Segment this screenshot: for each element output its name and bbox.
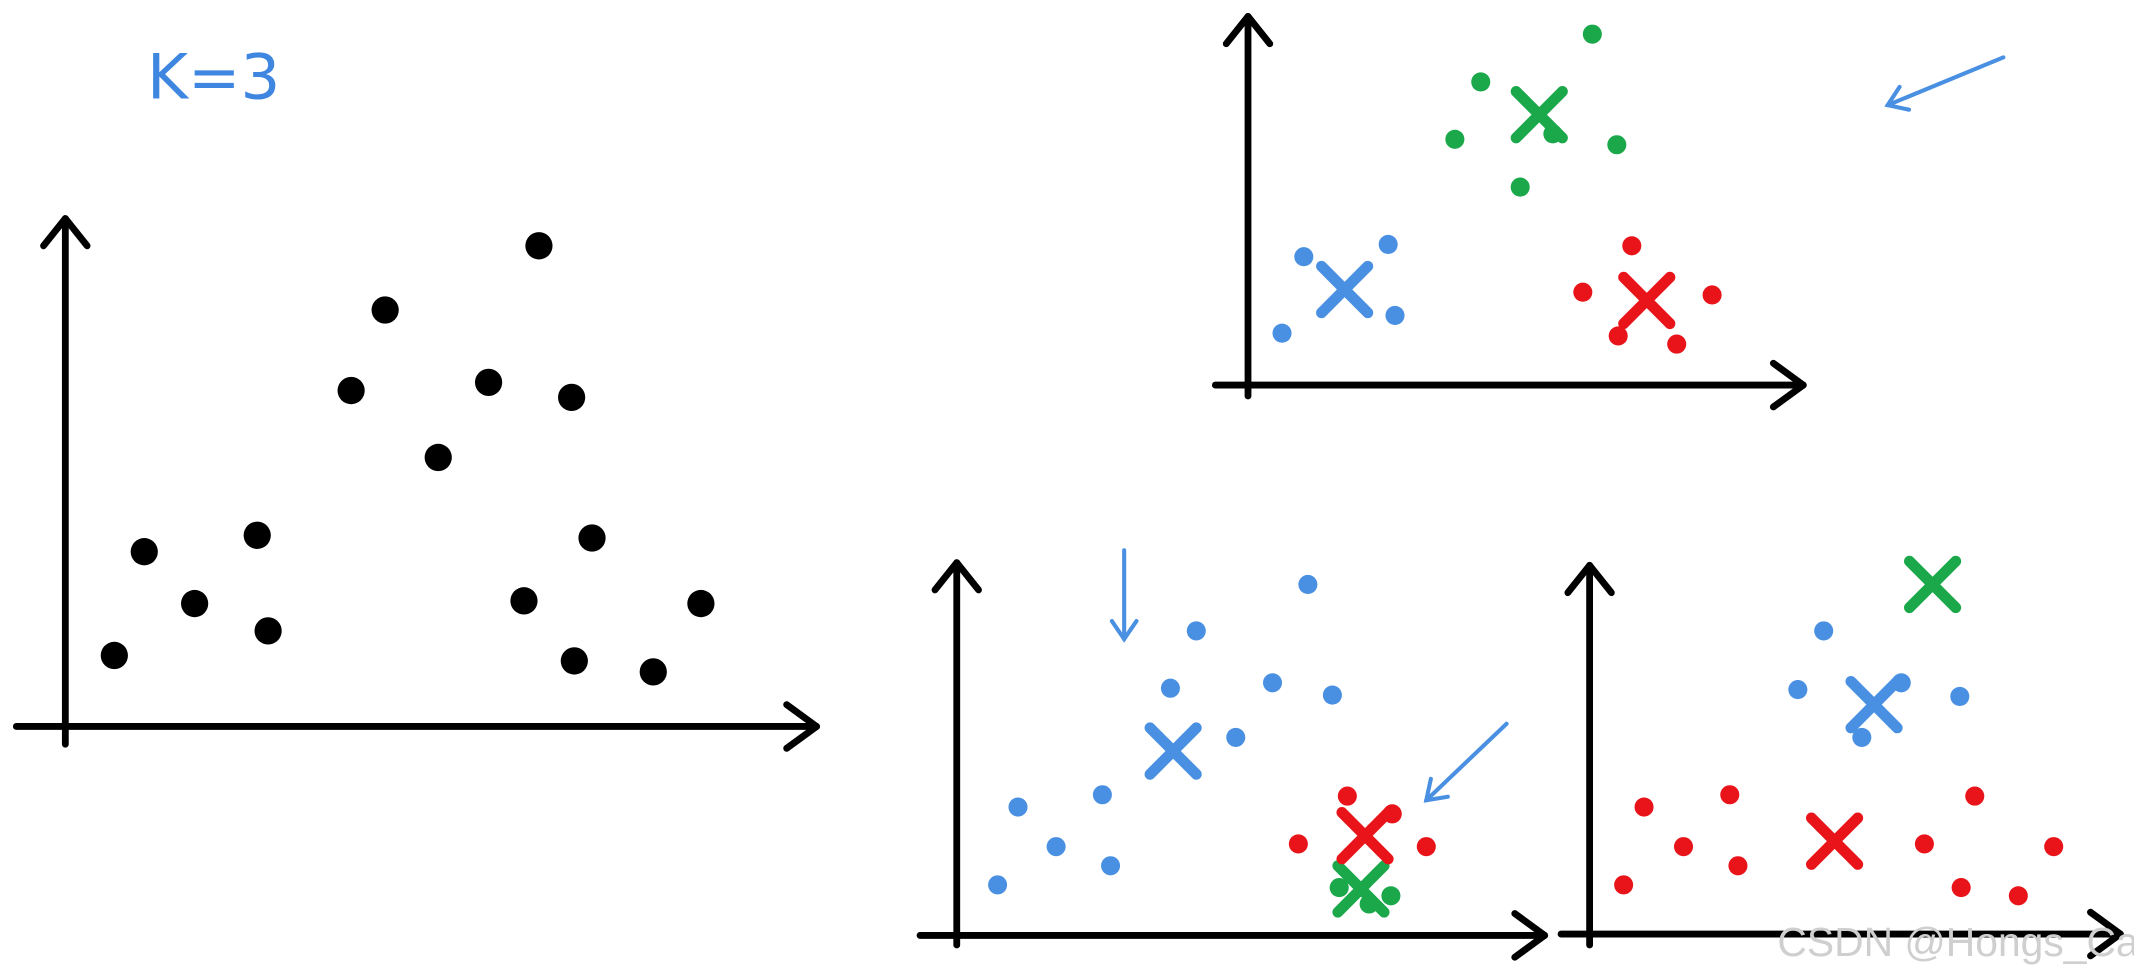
- point: [337, 376, 365, 405]
- k-label: K=3: [147, 40, 280, 113]
- point: [243, 521, 271, 549]
- point: [100, 641, 128, 670]
- point: [1008, 797, 1028, 817]
- point: [1272, 323, 1292, 343]
- point: [1607, 135, 1627, 155]
- point: [1965, 786, 1985, 806]
- point: [1951, 878, 1971, 898]
- point: [1381, 886, 1401, 906]
- point: [1622, 236, 1642, 256]
- point: [988, 875, 1008, 895]
- point: [1950, 686, 1970, 706]
- point: [1382, 804, 1402, 824]
- point: [1046, 837, 1066, 857]
- point: [578, 524, 606, 552]
- point: [1667, 334, 1687, 354]
- point: [1471, 72, 1491, 92]
- point: [1891, 673, 1911, 693]
- centroid-stroke: [1316, 260, 1374, 319]
- point: [1160, 678, 1180, 698]
- point: [1788, 680, 1808, 700]
- hand-arrow: [1885, 55, 2006, 108]
- point: [1378, 234, 1398, 254]
- point: [1510, 177, 1530, 197]
- point: [1634, 797, 1654, 817]
- point: [525, 232, 553, 260]
- point: [1614, 875, 1634, 895]
- centroid-stroke: [1144, 722, 1202, 780]
- point: [1337, 786, 1357, 806]
- point: [1359, 894, 1379, 914]
- point: [560, 647, 588, 675]
- point: [130, 538, 158, 566]
- point: [1608, 326, 1628, 346]
- point: [1814, 621, 1834, 641]
- point: [1445, 129, 1465, 149]
- centroid-stroke: [1618, 271, 1676, 330]
- point: [1852, 727, 1872, 747]
- point: [1416, 837, 1436, 857]
- point: [1702, 285, 1722, 305]
- point: [2008, 886, 2028, 906]
- point: [1298, 574, 1318, 595]
- point: [1186, 621, 1206, 641]
- point: [1673, 837, 1694, 857]
- centroid-stroke: [1806, 812, 1864, 870]
- point: [1226, 727, 1246, 747]
- point: [557, 383, 586, 412]
- point: [1543, 124, 1563, 144]
- point: [1294, 247, 1314, 267]
- point: [1914, 834, 1934, 854]
- point: [1092, 785, 1112, 805]
- point: [1582, 24, 1602, 44]
- point: [424, 443, 452, 472]
- point: [687, 589, 715, 618]
- centroid-stroke: [1845, 675, 1903, 734]
- point: [1262, 673, 1283, 693]
- point: [510, 587, 538, 615]
- centroid-stroke: [1903, 555, 1962, 614]
- point: [1728, 856, 1748, 876]
- point: [1385, 305, 1405, 325]
- point: [1329, 878, 1349, 898]
- point: [1720, 785, 1740, 805]
- point: [1573, 282, 1593, 302]
- point: [2044, 837, 2064, 857]
- point: [181, 589, 209, 618]
- watermark: CSDN @Hongs_Cai: [1777, 919, 2134, 965]
- point: [1288, 834, 1308, 854]
- point: [1101, 856, 1121, 876]
- point: [371, 296, 399, 324]
- hand-arrow: [1424, 721, 1509, 803]
- point: [639, 658, 667, 686]
- point: [1322, 685, 1342, 705]
- point: [254, 617, 282, 645]
- point: [474, 368, 503, 397]
- centroid-stroke: [1336, 807, 1394, 865]
